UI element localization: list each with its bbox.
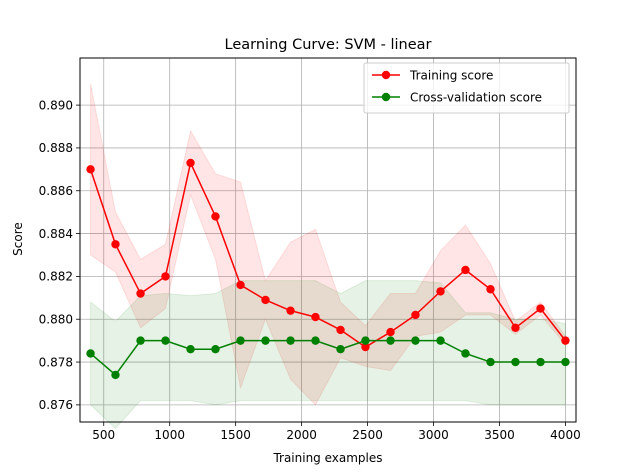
cv-score-point bbox=[386, 336, 395, 345]
training-score-point bbox=[111, 240, 120, 249]
cv-score-point bbox=[86, 349, 95, 358]
chart-title: Learning Curve: SVM - linear bbox=[225, 37, 432, 53]
training-score-point bbox=[86, 165, 95, 174]
x-axis-label: Training examples bbox=[272, 451, 382, 465]
training-score-point bbox=[436, 287, 445, 296]
cv-score-point bbox=[336, 345, 345, 354]
plot-area-frame bbox=[79, 57, 577, 423]
cv-score-point bbox=[561, 357, 570, 367]
y-axis-ticks: 0.876 0.878 0.880 0.882 0.884 0.886 0.888 0.890 bbox=[39, 98, 80, 412]
training-score-point bbox=[261, 295, 270, 305]
y-tick-label: 0.880 bbox=[39, 313, 73, 327]
y-tick-label: 0.886 bbox=[39, 184, 73, 198]
cv-score-band bbox=[90, 280, 566, 430]
training-score-point bbox=[386, 327, 395, 337]
cv-score-point bbox=[311, 336, 320, 345]
cv-score-point bbox=[111, 370, 120, 380]
training-score-point bbox=[561, 336, 570, 345]
cv-score-point bbox=[261, 336, 270, 345]
y-tick-label: 0.890 bbox=[39, 98, 73, 112]
training-score-point bbox=[361, 342, 370, 352]
legend-box bbox=[363, 62, 570, 114]
series-lines bbox=[89, 160, 567, 376]
y-tick-label: 0.878 bbox=[39, 355, 73, 369]
cv-score-point bbox=[161, 336, 170, 345]
training-score-point bbox=[286, 306, 295, 315]
cv-score-line bbox=[90, 339, 566, 376]
cv-score-point bbox=[511, 357, 520, 367]
training-score-point bbox=[186, 158, 195, 168]
cv-score-point bbox=[211, 345, 220, 354]
training-score-point bbox=[311, 312, 320, 322]
legend-cv-marker bbox=[381, 92, 391, 102]
training-score-line bbox=[89, 160, 567, 348]
x-tick-label: 1000 bbox=[154, 428, 185, 442]
y-tick-label: 0.884 bbox=[39, 227, 73, 241]
training-score-point bbox=[486, 285, 495, 294]
x-tick-label: 500 bbox=[92, 428, 115, 442]
cv-score-point bbox=[136, 336, 145, 345]
x-tick-label: 3500 bbox=[484, 428, 515, 442]
y-tick-label: 0.888 bbox=[39, 141, 73, 155]
cv-score-point bbox=[536, 357, 545, 367]
training-score-point bbox=[161, 272, 170, 281]
y-tick-label: 0.876 bbox=[39, 398, 73, 412]
score-bands bbox=[90, 83, 566, 430]
y-tick-label: 0.882 bbox=[39, 270, 73, 284]
training-score-point bbox=[236, 280, 245, 290]
y-axis-label: Score bbox=[11, 222, 25, 256]
cv-score-point bbox=[286, 336, 295, 345]
training-score-point bbox=[461, 265, 470, 275]
cv-score-point bbox=[486, 357, 495, 367]
legend-cv-label: Cross-validation score bbox=[410, 91, 542, 105]
training-score-point bbox=[536, 304, 545, 313]
legend-training-label: Training score bbox=[409, 69, 493, 83]
training-score-point bbox=[511, 323, 520, 332]
legend: Training score Cross-validation score bbox=[363, 62, 570, 114]
cv-score-point bbox=[436, 336, 445, 345]
cv-score-point bbox=[411, 336, 420, 345]
series-markers bbox=[86, 158, 570, 380]
training-score-point bbox=[411, 310, 420, 320]
training-score-band bbox=[90, 83, 566, 406]
legend-training-marker bbox=[381, 70, 391, 80]
training-score-point bbox=[211, 212, 220, 221]
training-score-point bbox=[336, 325, 345, 335]
x-tick-label: 4000 bbox=[550, 428, 581, 442]
x-axis-ticks: 500 1000 1500 2000 2500 3000 3500 4000 bbox=[92, 422, 581, 442]
cv-score-point bbox=[236, 336, 245, 345]
x-tick-label: 1500 bbox=[220, 428, 251, 442]
x-tick-label: 3000 bbox=[418, 428, 449, 442]
cv-score-point bbox=[186, 345, 195, 354]
x-tick-label: 2000 bbox=[286, 428, 317, 442]
cv-score-point bbox=[461, 349, 470, 358]
training-score-point bbox=[136, 289, 145, 298]
cv-score-point bbox=[361, 336, 370, 345]
x-tick-label: 2500 bbox=[352, 428, 383, 442]
